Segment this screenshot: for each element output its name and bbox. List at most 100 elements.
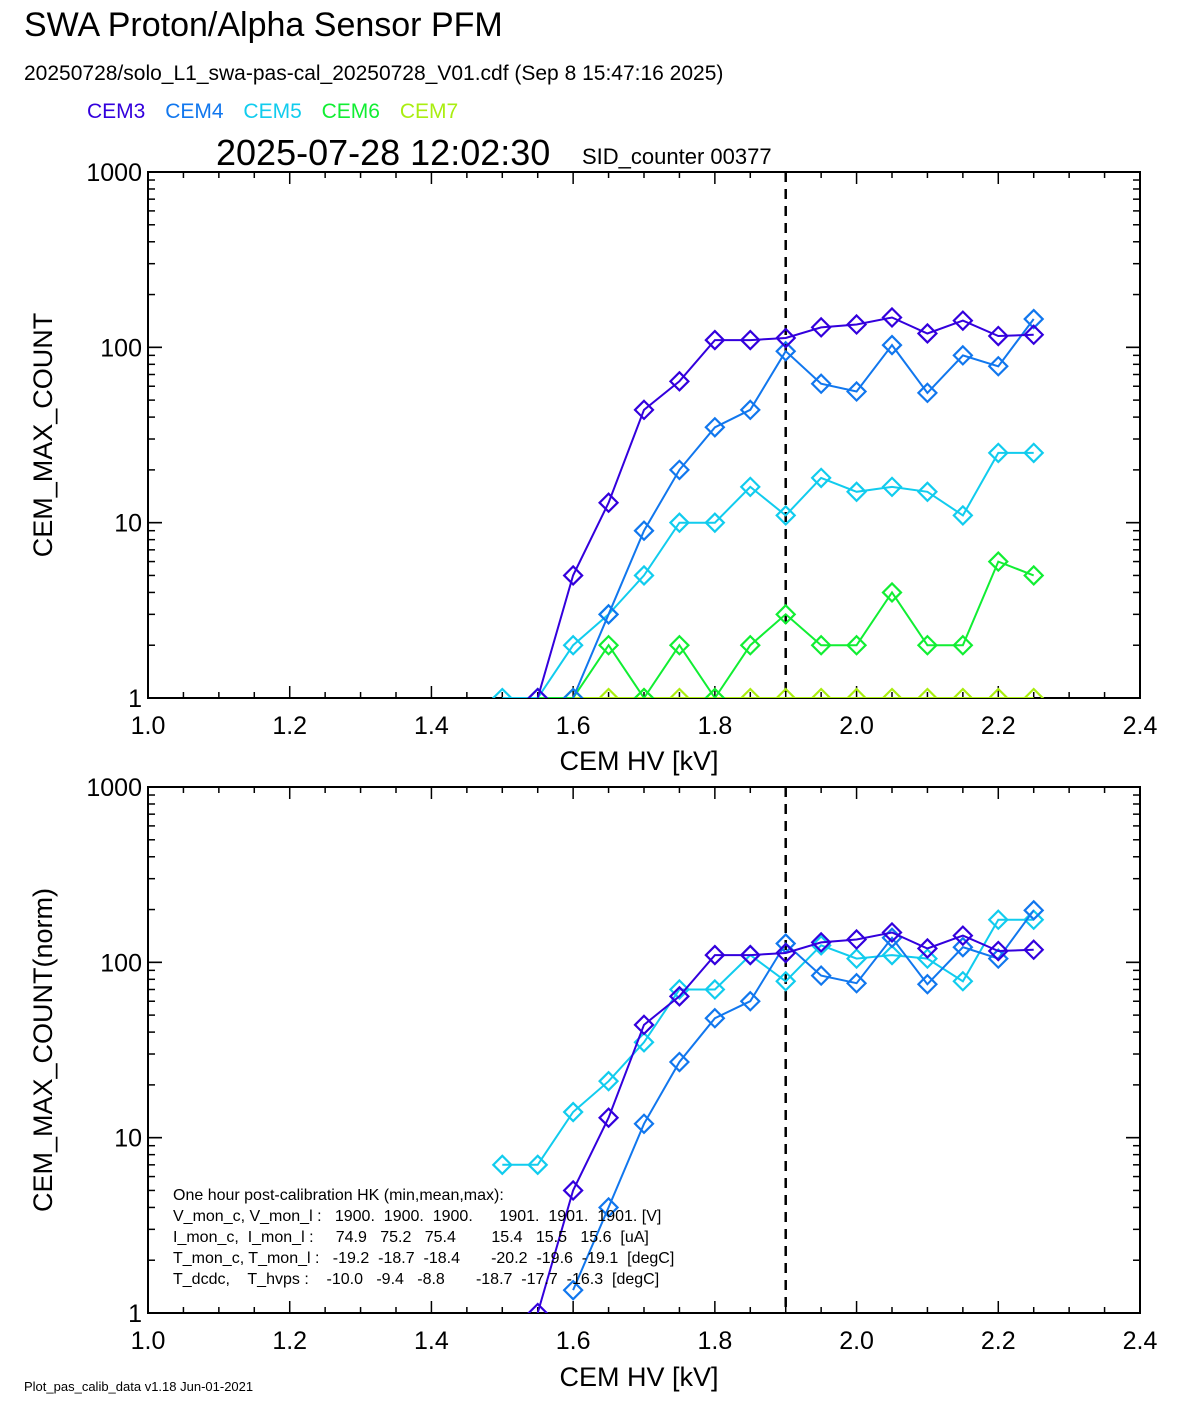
x-tick-label: 1.8 [697, 1327, 732, 1355]
point-cem3 [562, 1179, 584, 1202]
point-cem5 [491, 1154, 513, 1176]
point-cem5 [775, 970, 797, 992]
point-cem4 [562, 1279, 584, 1301]
point-cem4 [846, 380, 868, 403]
point-cem5 [1023, 442, 1045, 464]
point-cem4 [916, 382, 938, 404]
point-cem7 [739, 687, 761, 698]
point-cem3 [598, 1107, 620, 1129]
point-cem7 [952, 687, 974, 698]
point-cem4 [739, 399, 761, 421]
x-tick-label: 2.2 [981, 712, 1016, 740]
point-cem6 [739, 634, 761, 656]
point-cem3 [952, 925, 974, 947]
point-cem5 [562, 1101, 584, 1123]
x-tick-label: 1.4 [414, 712, 449, 740]
point-cem4 [739, 990, 761, 1012]
file-subtitle: 20250728/solo_L1_swa-pas-cal_20250728_V0… [24, 62, 724, 85]
point-cem5 [810, 467, 832, 489]
point-cem3 [775, 327, 797, 349]
hk-line: I_mon_c, I_mon_l : 74.9 75.2 75.4 15.4 1… [173, 1229, 649, 1246]
point-cem7 [1023, 687, 1045, 698]
point-cem5 [491, 687, 513, 698]
point-cem3 [598, 492, 620, 514]
sid-counter: SID_counter 00377 [582, 144, 772, 169]
point-cem3 [881, 306, 903, 329]
series-line-cem5 [502, 918, 1034, 1166]
point-cem3 [810, 931, 832, 953]
point-cem5 [846, 948, 868, 970]
point-cem5 [846, 481, 868, 503]
point-cem4 [952, 344, 974, 366]
series-line-cem4 [572, 909, 1035, 1291]
point-cem3 [527, 687, 549, 698]
point-cem4 [598, 603, 620, 625]
point-cem3 [1023, 939, 1045, 961]
point-cem7 [846, 687, 868, 698]
point-cem3 [704, 944, 726, 966]
point-cem3 [633, 399, 655, 421]
footer-version: Plot_pas_calib_data v1.18 Jun-01-2021 [24, 1379, 254, 1394]
point-cem7 [881, 687, 903, 698]
point-cem5 [952, 970, 974, 992]
y-tick-label: 1000 [86, 774, 142, 802]
point-cem6 [1023, 564, 1045, 587]
point-cem6 [704, 687, 726, 698]
point-cem4 [881, 334, 903, 356]
plot-frame [147, 171, 1141, 699]
point-cem3 [668, 370, 690, 392]
series-line-cem3 [536, 931, 1034, 1313]
point-cem3 [952, 310, 974, 332]
series-line-cem4 [572, 318, 1035, 698]
timestamp: 2025-07-28 12:02:30 [216, 132, 551, 173]
point-cem4 [598, 1196, 620, 1218]
point-cem4 [704, 1007, 726, 1029]
point-cem6 [668, 634, 690, 656]
point-cem3 [562, 564, 584, 587]
point-cem6 [881, 581, 903, 603]
y-axis-label: CEM_MAX_COUNT(norm) [28, 888, 58, 1212]
point-cem5 [668, 512, 690, 534]
y-tick-label: 10 [114, 1125, 142, 1153]
point-cem6 [810, 634, 832, 656]
point-cem4 [846, 972, 868, 994]
point-cem7 [916, 687, 938, 698]
point-cem5 [987, 909, 1009, 931]
point-cem3 [1023, 324, 1045, 346]
point-cem7 [598, 687, 620, 698]
x-tick-label: 1.2 [272, 712, 307, 740]
point-cem4 [916, 973, 938, 995]
point-cem3 [916, 937, 938, 960]
point-cem4 [775, 340, 797, 362]
x-axis-label: CEM HV [kV] [559, 1362, 718, 1392]
x-tick-label: 1.6 [556, 712, 591, 740]
y-axis-label: CEM_MAX_COUNT [28, 313, 58, 558]
point-cem5 [775, 504, 797, 526]
point-cem5 [881, 944, 903, 966]
point-cem4 [668, 1051, 690, 1073]
point-cem3 [668, 985, 690, 1007]
point-cem5 [598, 1070, 620, 1092]
x-tick-label: 1.6 [556, 1327, 591, 1355]
point-cem3 [704, 329, 726, 351]
point-cem6 [952, 634, 974, 656]
point-cem5 [916, 948, 938, 970]
hk-line: T_mon_c, T_mon_l : -19.2 -18.7 -18.4 -20… [173, 1250, 674, 1267]
point-cem6 [846, 634, 868, 656]
point-cem3 [987, 325, 1009, 347]
hk-text-block: One hour post-calibration HK (min,mean,m… [173, 1187, 674, 1288]
point-cem3 [739, 944, 761, 966]
point-cem3 [527, 1302, 549, 1313]
point-cem4 [987, 948, 1009, 970]
point-cem3 [987, 940, 1009, 962]
series-group [491, 899, 1045, 1313]
hk-line: V_mon_c, V_mon_l : 1900. 1900. 1900. 190… [173, 1208, 661, 1225]
point-cem6 [598, 634, 620, 656]
point-cem4 [810, 373, 832, 395]
series-line-cem5 [502, 451, 1034, 698]
point-cem5 [704, 978, 726, 1001]
point-cem5 [668, 978, 690, 1001]
point-cem4 [1023, 308, 1045, 330]
x-tick-label: 2.0 [839, 1327, 874, 1355]
point-cem7 [810, 687, 832, 698]
